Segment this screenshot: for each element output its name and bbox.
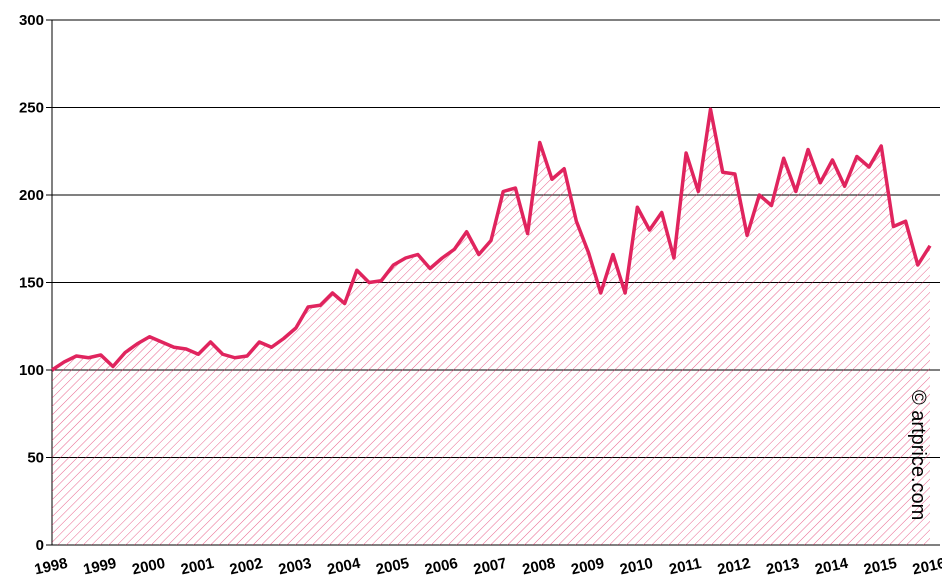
x-tick-label: 2002 [228, 555, 264, 579]
y-tick-label: 100 [19, 362, 44, 379]
y-tick-label: 200 [19, 187, 44, 204]
x-tick-label: 2009 [570, 555, 606, 579]
area [52, 109, 930, 545]
x-tick-label: 2008 [521, 555, 557, 579]
x-tick-label: 2013 [765, 555, 801, 579]
line [51, 107, 932, 372]
x-tick-label: 2012 [716, 555, 752, 579]
x-tick-label: 2007 [472, 555, 508, 579]
y-tick-label: 300 [19, 12, 44, 29]
x-tick-label: 2010 [618, 555, 654, 579]
y-tick-label: 0 [36, 537, 44, 554]
y-tick-label: 150 [19, 275, 44, 292]
x-tick-label: 1999 [82, 555, 118, 579]
plot [51, 107, 932, 545]
copyright: © artprice.com [907, 390, 929, 520]
x-tick-label: 2016 [911, 555, 942, 579]
x-tick-label: 2004 [326, 555, 363, 579]
x-tick-label: 2015 [862, 555, 898, 579]
y-tick-label: 250 [19, 100, 44, 117]
x-tick-label: 2006 [423, 555, 459, 579]
x-tick-label: 2000 [131, 555, 167, 579]
x-tick-label: 2003 [277, 555, 313, 579]
x-tick-label: 2005 [374, 555, 410, 579]
x-tick-label: 2014 [813, 555, 850, 579]
x-tick-label: 2011 [667, 555, 702, 578]
x-tick-label: 2001 [179, 555, 215, 579]
y-tick-label: 50 [27, 450, 44, 467]
x-tick-label: 1998 [33, 555, 69, 579]
